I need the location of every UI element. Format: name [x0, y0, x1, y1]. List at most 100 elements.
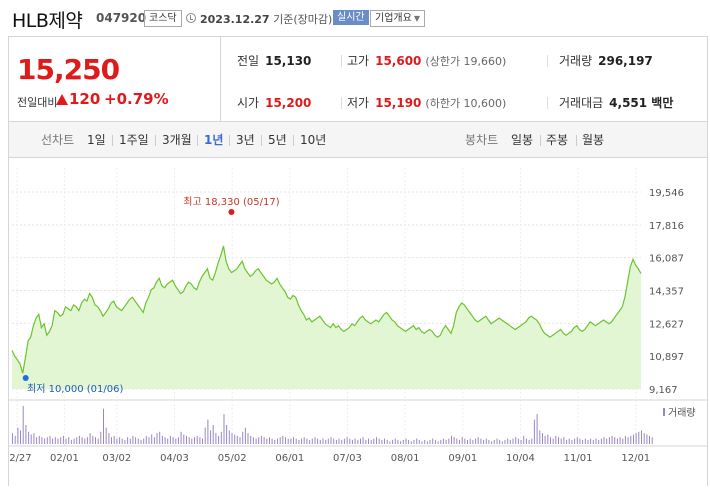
volume-bar — [279, 437, 281, 444]
divider — [293, 135, 294, 146]
volume-bar — [234, 434, 236, 444]
x-tick-label: 06/01 — [275, 453, 304, 464]
change-label: 전일대비 — [17, 96, 58, 109]
volume-bar — [416, 438, 418, 444]
volume-bar — [590, 438, 592, 444]
volume-bar — [49, 435, 51, 444]
volume-bar — [186, 435, 187, 444]
low-marker — [22, 375, 29, 381]
volume-bar — [624, 435, 626, 444]
volume-bar — [100, 431, 102, 444]
market-badge: 코스닥 — [144, 10, 182, 27]
period-tab[interactable]: 5년 — [268, 133, 287, 147]
divider — [197, 135, 198, 146]
volume-bar — [480, 438, 482, 444]
volume-bar — [207, 419, 209, 444]
volume-bar — [453, 437, 455, 444]
stat-sub: (상한가 19,660) — [425, 55, 507, 68]
volume-bar — [571, 439, 573, 444]
x-tick-label: 02/01 — [50, 453, 79, 464]
volume-bar — [587, 439, 589, 444]
x-tick-label: 12/27 — [9, 453, 32, 464]
volume-bar — [488, 439, 490, 444]
price-chart[interactable]: 19,546 17,816 16,087 14,357 12,627 10,897 9,16… — [3, 158, 708, 486]
volume-bar — [360, 438, 361, 444]
price-line — [11, 245, 642, 374]
volume-bar — [528, 439, 530, 444]
volume-bar — [236, 435, 238, 444]
period-tab[interactable]: 1일 — [87, 133, 106, 147]
volume-bar — [614, 437, 616, 444]
volume-bar — [103, 408, 104, 444]
volume-bar — [290, 438, 292, 444]
volume-bar — [293, 437, 294, 444]
volume-bar — [368, 438, 369, 444]
volume-bar — [223, 414, 225, 444]
volume-bar — [616, 438, 618, 444]
period-tab[interactable]: 1주일 — [119, 133, 149, 147]
volume-bar — [432, 438, 434, 444]
stat-value: 296,197 — [598, 54, 653, 68]
volume-bar — [317, 438, 319, 444]
volume-bar — [17, 427, 19, 444]
volume-bar — [351, 439, 353, 444]
volume-bar — [151, 434, 153, 444]
candle-tab[interactable]: 월봉 — [582, 133, 605, 147]
volume-bar — [135, 437, 137, 444]
volume-bar — [477, 437, 479, 444]
stock-name: HLB제약 — [12, 10, 83, 32]
volume-bar — [325, 439, 327, 444]
candle-tab[interactable]: 일봉 — [511, 133, 534, 147]
company-info-dropdown[interactable]: 기업개요 ▼ — [370, 10, 425, 27]
stat-sub: (하한가 10,600) — [425, 97, 507, 110]
volume-bar — [343, 438, 345, 444]
chevron-down-icon: ▼ — [413, 14, 420, 23]
volume-bar — [464, 438, 466, 444]
volume-bar — [381, 439, 383, 444]
volume-bar — [333, 438, 335, 444]
period-tab[interactable]: 10년 — [300, 133, 327, 147]
volume-bar — [271, 438, 273, 444]
volume-bar — [86, 437, 88, 444]
volume-bar — [330, 437, 332, 444]
volume-bar — [397, 439, 399, 444]
volume-bar — [156, 433, 158, 444]
volume-bar — [635, 433, 637, 444]
stat-value: 15,190 — [375, 96, 422, 110]
volume-bar — [493, 439, 495, 444]
stat-label: 거래량 — [559, 54, 593, 68]
volume-bar — [306, 438, 308, 444]
volume-bar — [440, 439, 442, 444]
x-tick-label: 12/01 — [621, 453, 650, 464]
period-tab[interactable]: 3개월 — [162, 133, 192, 147]
volume-bar — [475, 438, 477, 444]
change-value: 120 — [69, 90, 101, 108]
volume-bar — [68, 437, 70, 444]
volume-bar — [28, 431, 30, 444]
volume-bar — [638, 431, 640, 444]
volume-bar — [501, 441, 503, 444]
volume-bar — [354, 438, 356, 444]
volume-bar — [630, 435, 632, 444]
date-value: 2023.12.27 — [200, 13, 270, 26]
realtime-button[interactable]: 실시간 — [333, 10, 369, 25]
volume-bar — [560, 438, 562, 444]
period-tab-active[interactable]: 1년 — [204, 133, 224, 147]
candle-tab[interactable]: 주봉 — [546, 133, 569, 147]
volume-bar — [164, 437, 166, 444]
volume-bar — [515, 437, 517, 444]
volume-bar — [119, 437, 121, 444]
volume-bar — [301, 438, 303, 444]
volume-bar — [434, 439, 436, 444]
volume-bar — [322, 438, 324, 444]
stat-label: 전일 — [237, 54, 260, 68]
stat-value: 4,551 백만 — [609, 96, 674, 110]
period-tab[interactable]: 3년 — [236, 133, 255, 147]
change-percent: +0.79% — [104, 90, 169, 108]
volume-bar — [202, 438, 203, 444]
volume-bar — [651, 437, 653, 444]
volume-bar — [341, 439, 343, 444]
volume-bar — [38, 435, 40, 444]
volume-bar — [622, 438, 624, 444]
volume-bar — [448, 438, 450, 444]
